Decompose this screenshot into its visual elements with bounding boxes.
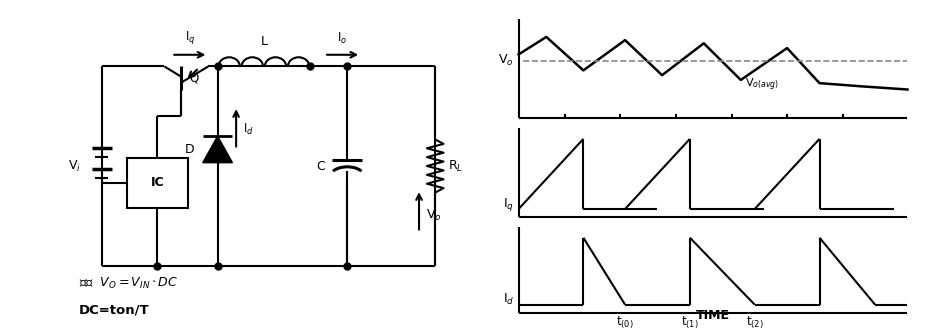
Text: IC: IC — [151, 176, 164, 189]
Text: I$_d$: I$_d$ — [243, 122, 254, 137]
Polygon shape — [203, 136, 232, 163]
Text: V$_o$: V$_o$ — [426, 208, 442, 223]
Text: V$_{o(avg)}$: V$_{o(avg)}$ — [745, 77, 780, 93]
Text: t$_{(1)}$: t$_{(1)}$ — [681, 314, 699, 331]
Text: V$_o$: V$_o$ — [498, 53, 514, 68]
Text: I$_q$: I$_q$ — [184, 30, 195, 46]
Text: C: C — [317, 159, 325, 173]
Text: R$_L$: R$_L$ — [448, 158, 463, 174]
Text: I$_o$: I$_o$ — [337, 32, 348, 46]
Text: t$_{(2)}$: t$_{(2)}$ — [745, 314, 764, 331]
Text: V$_i$: V$_i$ — [68, 158, 81, 174]
Text: t$_{(0)}$: t$_{(0)}$ — [616, 314, 634, 331]
Bar — [128, 158, 188, 208]
Text: 输出  $V_O = V_{IN} \cdot DC$: 输出 $V_O = V_{IN} \cdot DC$ — [79, 276, 178, 291]
Text: L: L — [260, 35, 268, 48]
Text: Q: Q — [190, 71, 199, 84]
Text: DC=ton/T: DC=ton/T — [79, 304, 149, 317]
Text: TIME: TIME — [696, 309, 730, 322]
Text: I$_d$: I$_d$ — [503, 292, 514, 307]
Text: I$_q$: I$_q$ — [503, 196, 514, 213]
Text: D: D — [185, 143, 194, 156]
